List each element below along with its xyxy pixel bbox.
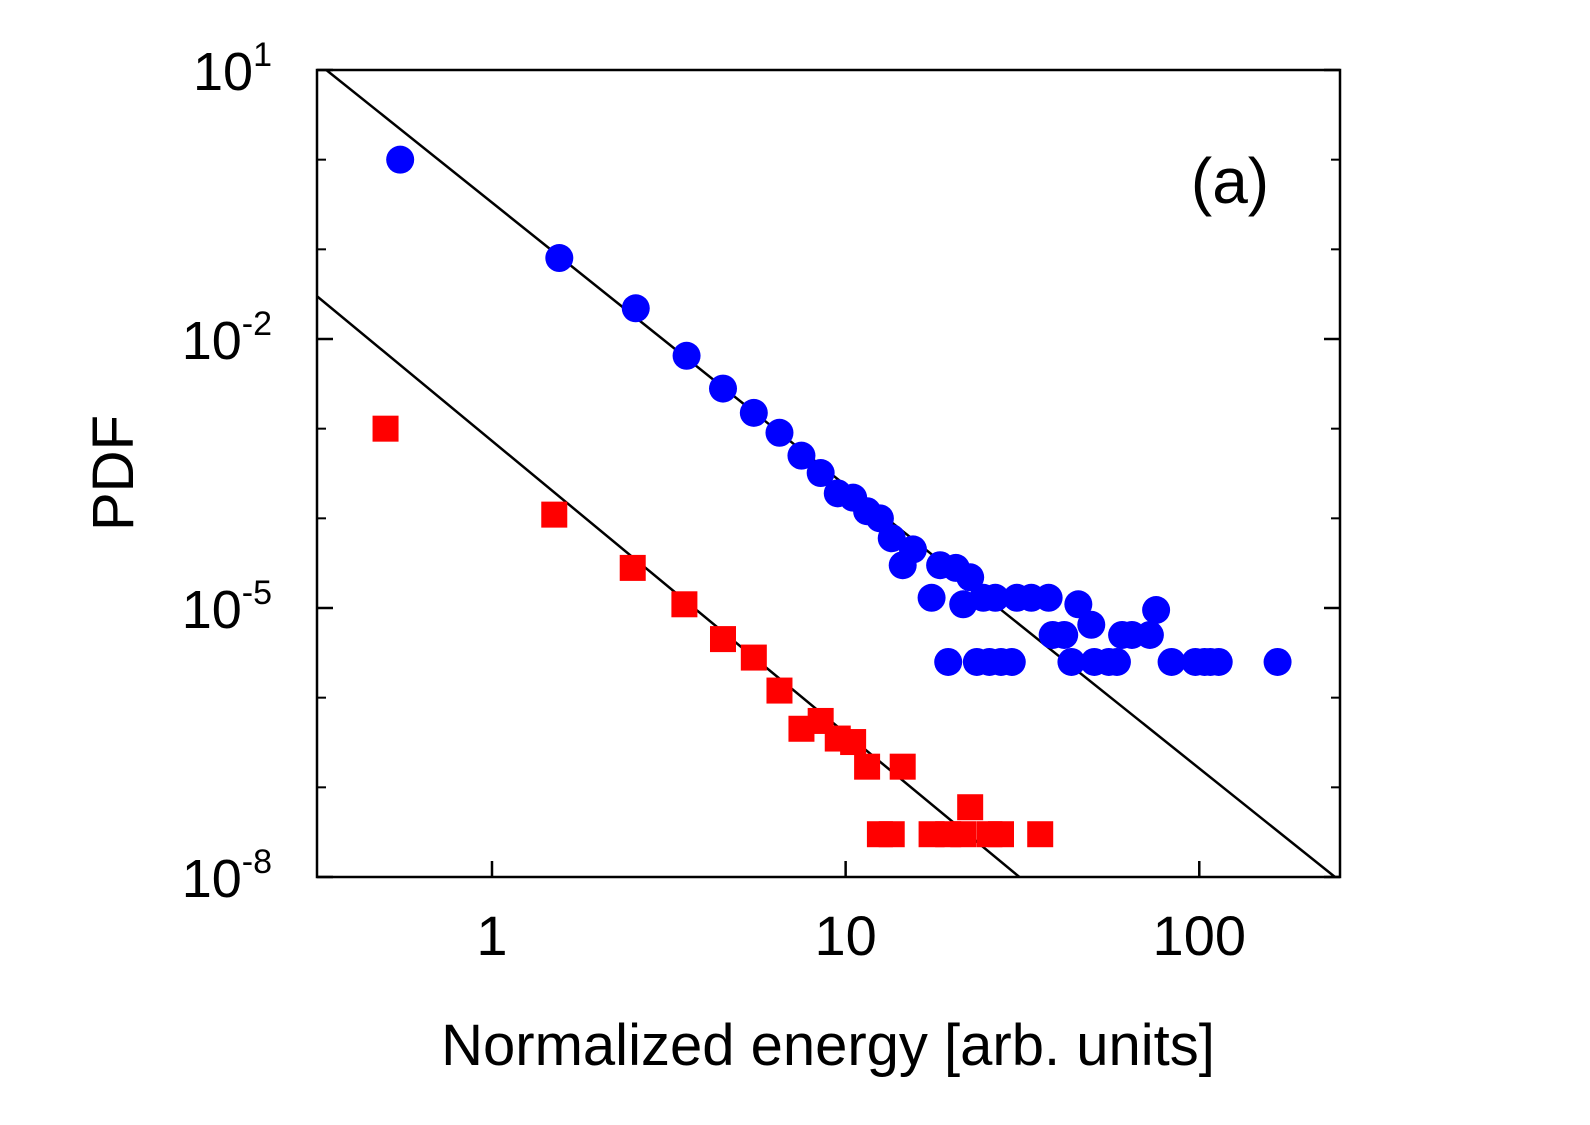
circle-point <box>1077 610 1106 639</box>
circle-point <box>1034 583 1063 612</box>
circle-point <box>997 647 1026 676</box>
circle-point <box>1157 647 1186 676</box>
circle-point <box>877 524 906 553</box>
circle-point <box>956 563 985 592</box>
square-point <box>878 821 905 848</box>
y-tick-label: 10-8 <box>182 843 272 909</box>
circle-point <box>917 583 946 612</box>
circle-point <box>898 535 927 564</box>
square-point <box>988 821 1015 848</box>
circle-point <box>1263 647 1292 676</box>
square-point <box>541 501 568 528</box>
panel-label: (a) <box>1191 145 1269 217</box>
circle-point <box>934 647 963 676</box>
y-tick-label: 10-5 <box>182 574 272 640</box>
circle-point <box>621 294 650 323</box>
square-point <box>709 626 736 653</box>
square-point <box>889 753 916 780</box>
data-points <box>372 145 1292 848</box>
x-tick-label: 1 <box>476 904 507 967</box>
square-point <box>766 677 793 704</box>
circle-point <box>765 418 794 447</box>
circle-point <box>1102 647 1131 676</box>
x-axis-title: Normalized energy [arb. units] <box>441 1013 1215 1078</box>
y-axis-title: PDF <box>81 415 146 531</box>
circle-point <box>1142 595 1171 624</box>
circle-point <box>1057 647 1086 676</box>
circle-point <box>386 145 415 174</box>
plot-frame <box>315 68 1342 879</box>
circle-point <box>806 459 835 488</box>
square-point <box>957 794 984 821</box>
circle-point <box>739 398 768 427</box>
y-tick-label: 101 <box>193 36 272 102</box>
square-point <box>854 753 881 780</box>
square-point <box>1027 821 1054 848</box>
axis-ticks: 1 10 100 101 10-2 10-5 10-8 <box>182 36 1340 967</box>
circle-point <box>1064 590 1093 619</box>
square-point <box>840 729 867 756</box>
circle-point <box>1135 620 1164 649</box>
square-point <box>740 644 767 671</box>
square-point <box>619 554 646 581</box>
circle-point <box>981 583 1010 612</box>
circle-point <box>1050 620 1079 649</box>
square-point <box>671 591 698 618</box>
square-point <box>950 821 977 848</box>
x-tick-label: 10 <box>814 904 876 967</box>
circle-point <box>672 341 701 370</box>
circle-point <box>545 244 574 273</box>
fit-lower-line <box>317 295 1021 877</box>
x-tick-label: 100 <box>1153 904 1246 967</box>
circle-point <box>787 441 816 470</box>
circle-point <box>708 374 737 403</box>
circle-point <box>1204 647 1233 676</box>
square-point <box>372 415 399 442</box>
y-tick-label: 10-2 <box>182 305 272 371</box>
